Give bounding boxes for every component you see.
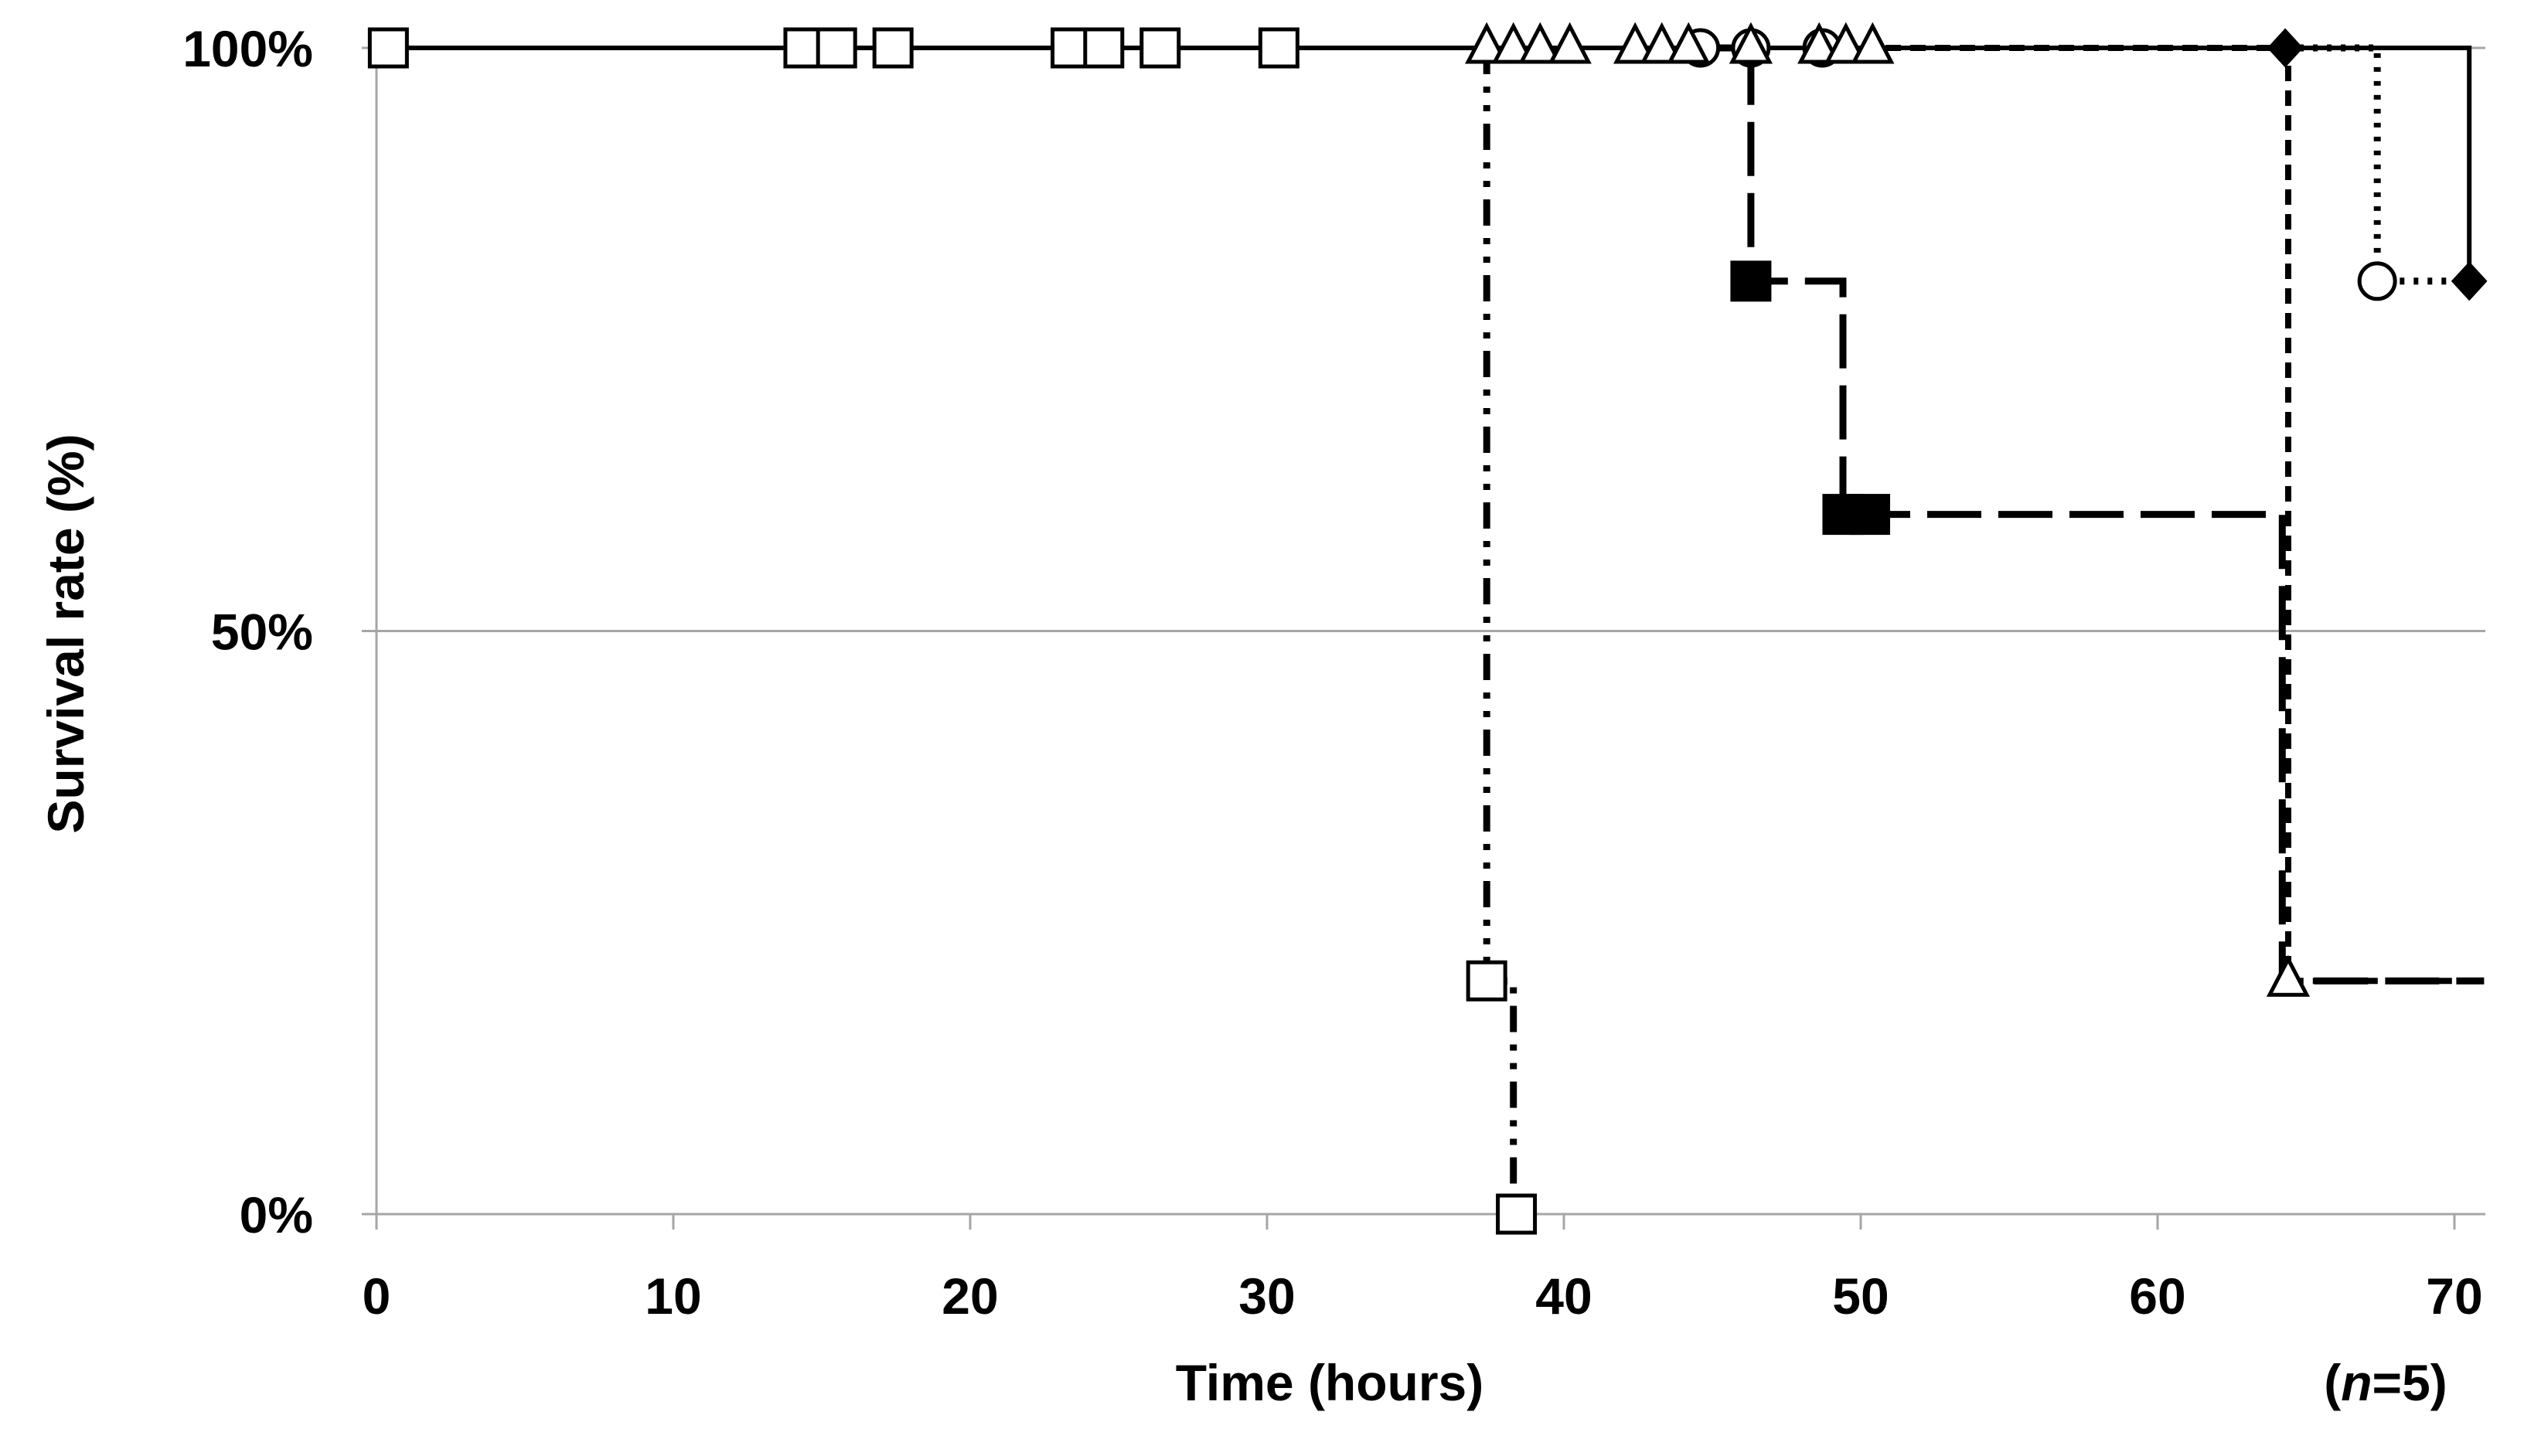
- series-0-marker-1: [2451, 261, 2488, 301]
- series-3-marker-0: [1465, 22, 1509, 64]
- x-axis-title: Time (hours): [1176, 1354, 1483, 1411]
- note-suffix: =5): [2372, 1354, 2447, 1411]
- series-2-marker-2: [1849, 494, 1891, 536]
- series-3-marker-9: [1824, 22, 1868, 64]
- series-4-marker-5: [1083, 27, 1125, 69]
- x-tick-label-7: 70: [2426, 1267, 2482, 1325]
- y-tick-label-0: 0%: [240, 1186, 313, 1243]
- series-4-marker-3: [872, 27, 914, 69]
- series-3-marker-5: [1640, 22, 1684, 64]
- series-3-marker-8: [1797, 22, 1841, 64]
- series-3-marker-4: [1613, 22, 1657, 64]
- note-prefix: (: [2324, 1354, 2341, 1411]
- series-0-marker-0: [2267, 28, 2304, 68]
- tick-labels: 0 10 20 30 40 50 60 70 0% 50% 100%: [182, 20, 2483, 1325]
- series-4-marker-0: [367, 27, 409, 69]
- series-3-marker-1: [1491, 22, 1535, 64]
- series-4-marker-8: [1466, 960, 1507, 1002]
- series-4-marker-9: [1496, 1193, 1538, 1235]
- series-4-marker-2: [816, 27, 857, 69]
- y-tick-label-1: 50%: [211, 604, 313, 661]
- x-tick-label-2: 20: [942, 1267, 998, 1325]
- y-tick-label-2: 100%: [182, 20, 313, 77]
- x-tick-label-0: 0: [363, 1267, 391, 1325]
- axes: [362, 40, 2485, 1230]
- series-2-line: [1682, 44, 2485, 985]
- y-axis-title: Survival rate (%): [37, 434, 94, 833]
- x-tick-label-4: 40: [1535, 1267, 1592, 1325]
- series-4-marker-6: [1139, 27, 1181, 69]
- series-3-marker-3: [1548, 22, 1592, 64]
- series-1-marker-3: [2357, 261, 2397, 301]
- note-italic: n: [2341, 1354, 2372, 1411]
- series-3-marker-11: [2266, 954, 2311, 997]
- series-3-marker-6: [1667, 22, 1711, 64]
- series-3-marker-7: [1729, 22, 1773, 64]
- series-3-marker-10: [1851, 22, 1895, 64]
- series-1-line: [2285, 44, 2485, 285]
- x-tick-label-5: 50: [1832, 1267, 1889, 1325]
- series-3-marker-2: [1518, 22, 1562, 64]
- x-tick-label-6: 60: [2129, 1267, 2185, 1325]
- x-tick-label-3: 30: [1238, 1267, 1295, 1325]
- x-tick-label-1: 10: [645, 1267, 701, 1325]
- series-4-marker-7: [1258, 27, 1299, 69]
- sample-size-note: (n=5): [2324, 1354, 2447, 1411]
- marker-layer: [367, 22, 2488, 1235]
- series-4-line: [1483, 48, 1517, 1214]
- series-2-marker-0: [1730, 260, 1772, 302]
- series-3-line: [1861, 45, 2485, 985]
